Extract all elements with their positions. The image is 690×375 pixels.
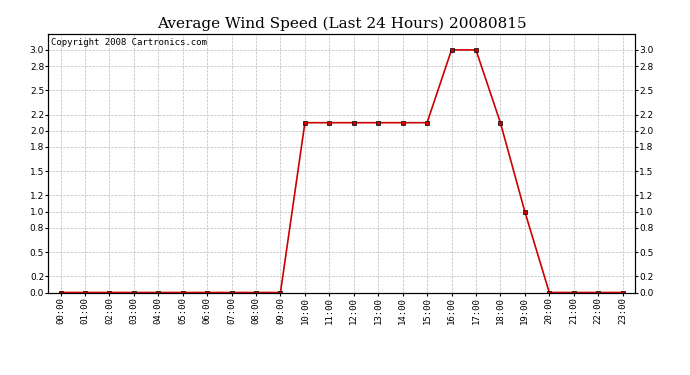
Title: Average Wind Speed (Last 24 Hours) 20080815: Average Wind Speed (Last 24 Hours) 20080… [157,17,526,31]
Text: Copyright 2008 Cartronics.com: Copyright 2008 Cartronics.com [51,38,207,46]
